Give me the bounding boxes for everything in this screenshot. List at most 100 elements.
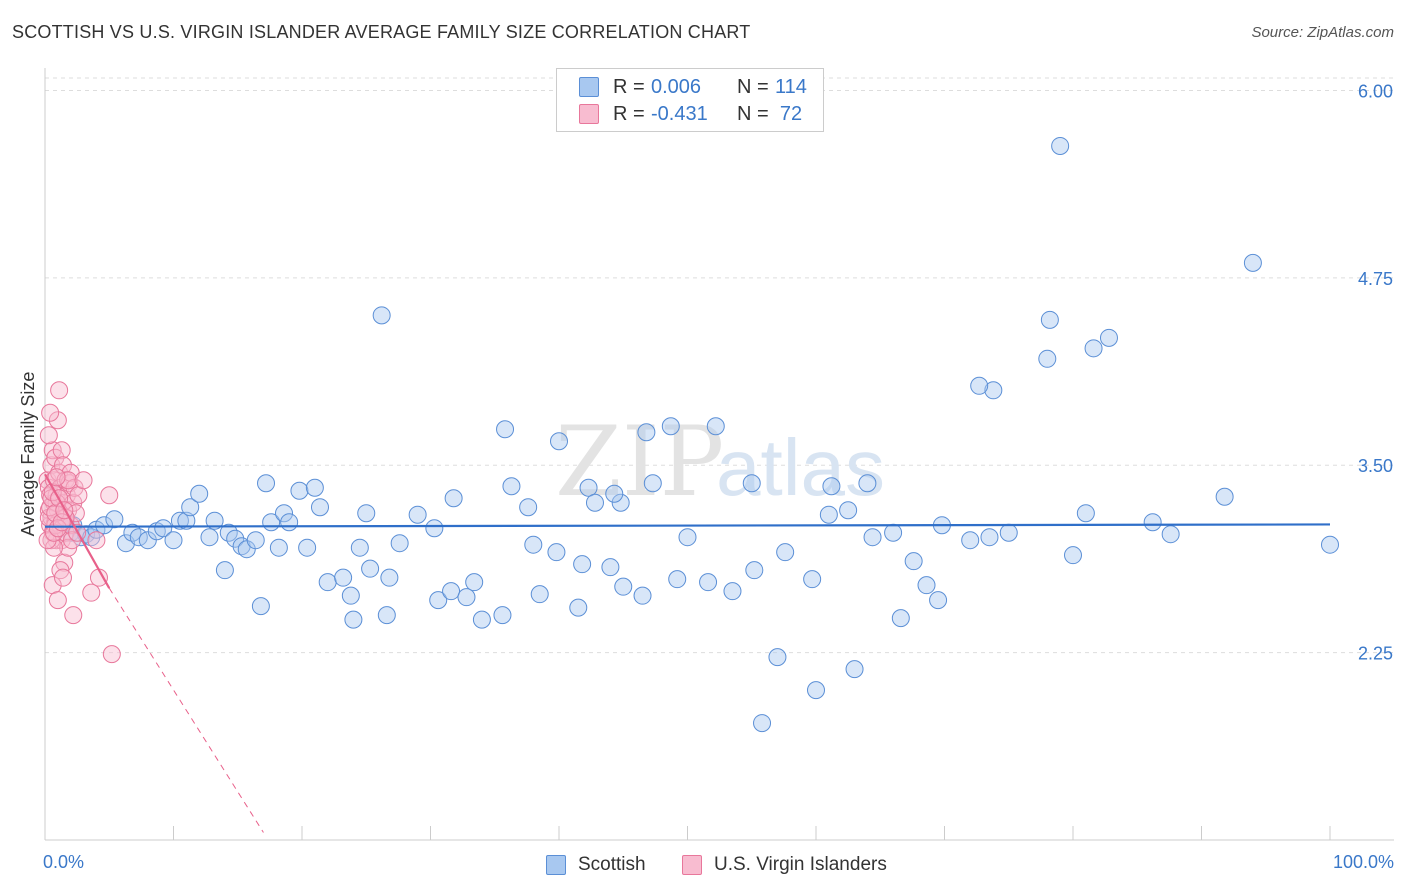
scottish-point xyxy=(1143,513,1162,532)
scottish-point xyxy=(858,474,877,493)
scottish-point xyxy=(961,531,980,550)
scottish-point xyxy=(200,528,219,547)
scottish-point xyxy=(1076,504,1095,523)
virgin-islanders-point xyxy=(102,645,121,664)
x-tick-min: 0.0% xyxy=(43,852,85,872)
scottish-point xyxy=(465,573,484,592)
virgin-islanders-point xyxy=(53,568,72,587)
scottish-point xyxy=(891,609,910,628)
n-label: N = xyxy=(737,102,769,125)
virgin-islanders-point xyxy=(41,498,60,517)
scottish-point xyxy=(929,591,948,610)
y-axis-label: Average Family Size xyxy=(18,372,38,537)
virgin-islanders-point xyxy=(48,591,67,610)
scottish-point xyxy=(408,505,427,524)
virgin-islanders-swatch xyxy=(682,855,702,875)
r-value: -0.431 xyxy=(651,102,708,125)
scottish-point xyxy=(190,484,209,503)
scottish-point xyxy=(95,516,114,535)
scottish-point xyxy=(611,493,630,512)
legend-item-scottish[interactable]: Scottish xyxy=(546,852,646,878)
virgin-islanders-point xyxy=(39,426,58,445)
watermark-zip: ZIP xyxy=(555,406,724,518)
scottish-point xyxy=(819,505,838,524)
virgin-islanders-point xyxy=(87,531,106,550)
scottish-point xyxy=(344,610,363,629)
virgin-islanders-point xyxy=(74,471,93,490)
virgin-islanders-point xyxy=(59,471,78,490)
scottish-point xyxy=(472,610,491,629)
scottish-point xyxy=(269,538,288,557)
scottish-point xyxy=(123,523,142,542)
scottish-point xyxy=(917,576,936,595)
scottish-point xyxy=(699,573,718,592)
scottish-point xyxy=(970,376,989,395)
scottish-point xyxy=(845,660,864,679)
scottish-point xyxy=(257,474,276,493)
scottish-point xyxy=(318,573,337,592)
legend-label-virgin-islanders: U.S. Virgin Islanders xyxy=(714,854,887,875)
virgin-islanders-point xyxy=(64,606,83,625)
scottish-point xyxy=(390,534,409,553)
r-label: R = xyxy=(613,75,645,98)
legend-item-virgin-islanders[interactable]: U.S. Virgin Islanders xyxy=(682,852,887,878)
legend-row-virgin-islanders: R = -0.431 N = 72 xyxy=(579,101,809,127)
scottish-point xyxy=(280,513,299,532)
scottish-point xyxy=(493,606,512,625)
scottish-point xyxy=(496,420,515,439)
scottish-point xyxy=(177,511,196,530)
n-label: N = xyxy=(737,75,769,98)
scottish-point xyxy=(614,577,633,596)
scottish-point xyxy=(884,523,903,542)
virgin-islanders-swatch xyxy=(579,104,599,124)
scottish-point xyxy=(105,510,124,529)
scottish-point xyxy=(251,597,270,616)
scottish-point xyxy=(444,489,463,508)
scottish-point xyxy=(803,570,822,589)
scottish-point xyxy=(361,559,380,578)
scottish-point xyxy=(547,543,566,562)
n-value: 114 xyxy=(775,75,807,98)
scottish-point xyxy=(723,582,742,601)
scottish-point xyxy=(237,540,256,559)
scottish-point xyxy=(605,484,624,503)
virgin-islanders-point xyxy=(82,583,101,602)
scottish-point xyxy=(205,511,224,530)
scottish-point xyxy=(822,477,841,496)
virgin-islanders-point xyxy=(69,486,88,505)
scottish-point xyxy=(442,582,461,601)
scottish-point xyxy=(863,528,882,547)
scottish-point xyxy=(1064,546,1082,565)
scottish-point xyxy=(678,528,697,547)
scottish-point xyxy=(524,535,543,554)
virgin-islanders-point xyxy=(51,561,70,580)
scottish-point xyxy=(457,588,476,607)
virgin-islanders-point xyxy=(38,531,57,550)
scottish-point xyxy=(1243,253,1262,272)
scottish-point xyxy=(298,538,317,557)
scottish-point xyxy=(305,478,324,497)
scottish-point xyxy=(1084,339,1103,358)
scottish-point xyxy=(1051,136,1070,155)
scottish-point xyxy=(753,714,772,733)
scottish-point xyxy=(372,306,391,325)
scottish-point xyxy=(377,606,396,625)
series-legend: Scottish U.S. Virgin Islanders xyxy=(0,852,1406,878)
scottish-point xyxy=(334,568,353,587)
chart-title: SCOTTISH VS U.S. VIRGIN ISLANDER AVERAGE… xyxy=(12,22,751,42)
scottish-point xyxy=(585,493,604,512)
legend-row-scottish: R = 0.006 N = 114 xyxy=(579,74,809,100)
scottish-point xyxy=(246,531,265,550)
scottish-point xyxy=(776,543,795,562)
scottish-point xyxy=(380,568,399,587)
scottish-point xyxy=(579,478,598,497)
scottish-point xyxy=(164,531,183,550)
scottish-point xyxy=(742,474,761,493)
chart-source: Source: ZipAtlas.com xyxy=(1251,24,1394,41)
scottish-point xyxy=(341,586,360,605)
y-tick-label: 2.25 xyxy=(1358,644,1393,664)
virgin-islanders-point xyxy=(41,403,60,422)
scottish-point xyxy=(661,417,680,436)
scottish-point xyxy=(550,432,568,451)
